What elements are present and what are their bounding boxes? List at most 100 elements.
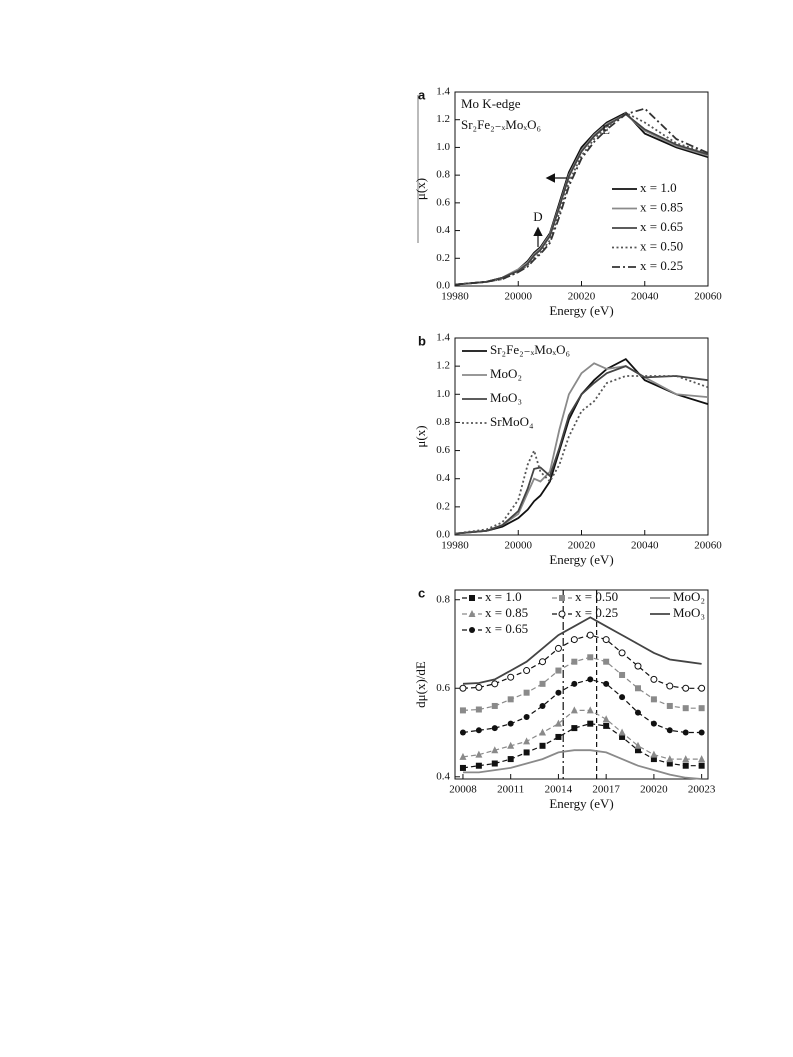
marker (666, 727, 673, 734)
series-line (454, 362, 709, 535)
y-axis-title: μ(x) (413, 178, 428, 200)
series-line (462, 678, 702, 734)
legend-label: x = 0.25 (575, 605, 618, 620)
marker (634, 662, 642, 670)
marker (459, 752, 467, 760)
y-tick-label: 0.4 (436, 224, 450, 236)
annotation: Sr₂Fe₂₋ₓMoₓO₆ (461, 117, 541, 132)
marker (468, 610, 476, 617)
marker (666, 755, 674, 763)
series-line (462, 616, 702, 685)
marker (475, 762, 482, 769)
x-tick-label: 20008 (449, 784, 477, 796)
panel-label: b (418, 333, 426, 348)
marker (491, 680, 499, 688)
marker (619, 733, 626, 740)
x-axis-title: Energy (eV) (549, 303, 613, 318)
marker (618, 728, 626, 736)
marker (523, 667, 531, 675)
marker (554, 719, 562, 727)
x-tick-label: 20020 (568, 540, 596, 552)
marker (507, 756, 514, 763)
series-line (454, 365, 709, 535)
marker (698, 705, 705, 712)
legend-label: MoO₂ (490, 366, 522, 381)
legend-label: x = 0.50 (575, 589, 618, 604)
marker (682, 729, 689, 736)
marker (539, 702, 546, 709)
marker (650, 720, 657, 727)
marker (634, 685, 641, 692)
y-tick-label: 0.0 (436, 280, 450, 292)
y-tick-label: 1.2 (436, 360, 450, 372)
legend-label: x = 0.50 (640, 238, 683, 253)
x-axis-title: Energy (eV) (549, 552, 613, 567)
legend-label: MoO₃ (673, 605, 705, 620)
marker (554, 644, 562, 652)
marker (698, 755, 706, 763)
marker (558, 610, 566, 618)
marker (539, 728, 547, 736)
series-line (462, 656, 702, 711)
marker (523, 749, 530, 756)
y-axis-title: μ(x) (413, 425, 428, 447)
legend-label: x = 0.65 (485, 621, 528, 636)
legend-label: x = 0.65 (640, 219, 683, 234)
marker (539, 742, 546, 749)
marker (570, 636, 578, 644)
marker (459, 764, 466, 771)
marker (682, 705, 689, 712)
marker (469, 595, 475, 601)
marker (666, 702, 673, 709)
marker (587, 654, 594, 661)
y-tick-label: 1.4 (436, 332, 450, 344)
marker (475, 706, 482, 713)
y-tick-label: 0.2 (436, 500, 450, 512)
legend-label: x = 1.0 (485, 589, 522, 604)
marker (539, 658, 547, 666)
marker (603, 680, 610, 687)
marker (603, 722, 610, 729)
y-tick-label: 0.2 (436, 252, 450, 264)
y-tick-label: 0.6 (436, 196, 450, 208)
y-axis-title: dμ(x)/dE (413, 661, 428, 708)
panel-label: c (418, 585, 425, 600)
legend-label: SrMoO₄ (490, 414, 534, 429)
x-tick-label: 20023 (688, 784, 716, 796)
marker (491, 760, 498, 767)
series-line (462, 723, 702, 769)
y-tick-label: 0.8 (436, 169, 450, 181)
marker (571, 658, 578, 665)
series-line (454, 357, 709, 535)
y-tick-label: 1.4 (436, 86, 450, 98)
marker (459, 707, 466, 714)
marker (523, 737, 531, 745)
x-tick-label: 20060 (694, 540, 722, 552)
panel-label: a (418, 87, 426, 102)
y-tick-label: 0.8 (436, 593, 450, 605)
marker (618, 649, 626, 657)
marker (698, 762, 705, 769)
marker (682, 762, 689, 769)
marker (507, 696, 514, 703)
marker (682, 684, 690, 692)
marker (475, 727, 482, 734)
annotation: Mo K-edge (461, 96, 521, 111)
marker (634, 741, 642, 749)
marker (650, 696, 657, 703)
y-tick-label: 0.0 (436, 529, 450, 541)
marker (666, 682, 674, 690)
annotation: E (602, 122, 610, 137)
y-tick-label: 1.0 (436, 388, 450, 400)
marker (491, 702, 498, 709)
x-tick-label: 19980 (441, 540, 469, 552)
series-line (462, 634, 702, 689)
x-tick-label: 20020 (568, 291, 596, 303)
series-line (454, 107, 709, 286)
legend-label: MoO₃ (490, 390, 522, 405)
x-tick-label: 20040 (631, 291, 659, 303)
x-tick-label: 20020 (640, 784, 668, 796)
series-line (462, 709, 702, 760)
marker (603, 658, 610, 665)
series-line (463, 749, 702, 780)
